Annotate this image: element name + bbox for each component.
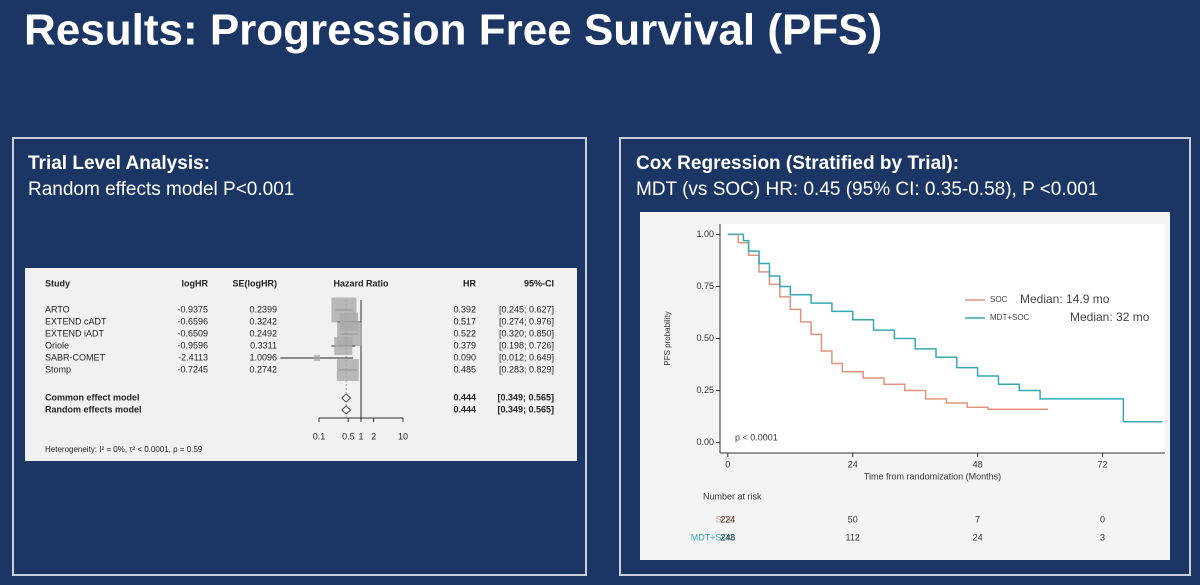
model-name: Common effect model [45, 392, 140, 402]
legend-median: Median: 14.9 mo [1020, 292, 1110, 306]
x-tick-label: 72 [1098, 459, 1108, 469]
loghr: -2.4113 [178, 352, 208, 362]
hr: 0.090 [453, 352, 476, 362]
ci: [0.320; 0.850] [499, 328, 554, 338]
ci: [0.283; 0.829] [499, 364, 554, 374]
se: 0.3311 [250, 340, 277, 350]
ci: [0.349; 0.565] [497, 404, 554, 414]
se: 0.3242 [249, 316, 277, 326]
y-tick-label: 0.50 [696, 333, 714, 343]
plot-area [720, 224, 1165, 453]
ci: [0.198; 0.726] [499, 340, 554, 350]
left-panel [12, 137, 587, 576]
tick-label: 2 [371, 431, 376, 441]
se: 0.2492 [249, 328, 277, 338]
x-tick-label: 48 [973, 459, 983, 469]
risk-count: 3 [1100, 532, 1105, 542]
hr: 0.517 [453, 316, 476, 326]
study-name: EXTEND iADT [45, 328, 105, 338]
risk-row-name: MDT+SOC [691, 532, 736, 542]
forest-plot-box [25, 268, 577, 461]
column-header: logHR [182, 278, 209, 288]
km-plot: 0.00 0.25 0.50 0.75 1.00 0 24 48 72 Time from ran… [663, 224, 1165, 542]
legend-name: MDT+SOC [990, 313, 1030, 322]
survival-curve [727, 233, 1048, 411]
hr: 0.444 [453, 404, 476, 414]
p-value: p < 0.0001 [735, 432, 778, 442]
hr: 0.485 [453, 364, 476, 374]
y-tick-label: 0.00 [696, 437, 714, 447]
hr-square [334, 336, 353, 356]
column-header: 95%-CI [524, 278, 554, 288]
risk-count: 248 [720, 532, 735, 542]
slide-title: Results: Progression Free Survival (PFS) [24, 6, 882, 55]
x-tick-label: 24 [848, 459, 858, 469]
x-axis-label: Time from randomization (Months) [864, 471, 1001, 481]
ci: [0.349; 0.565] [497, 392, 554, 402]
column-header: HR [463, 278, 476, 288]
se: 0.2742 [249, 364, 277, 374]
panel-heading: Cox Regression (Stratified by Trial): [636, 153, 959, 174]
column-header: SE(logHR) [233, 278, 278, 288]
risk-count: 112 [846, 532, 860, 542]
panel-heading: Trial Level Analysis: [28, 153, 210, 174]
risk-title: Number at risk [703, 491, 762, 501]
loghr: -0.9596 [177, 340, 208, 350]
loghr: -0.7245 [177, 364, 208, 374]
study-name: SABR-COMET [45, 352, 106, 362]
panel-subheading: Random effects model P<0.001 [28, 179, 294, 200]
se: 1.0096 [249, 352, 277, 362]
y-tick-label: 0.75 [696, 281, 714, 291]
study-name: EXTEND cADT [45, 316, 107, 326]
hr: 0.444 [453, 392, 476, 402]
forest-plot: Study logHR SE(logHR) Hazard Ratio HR 95%-CI A… [45, 278, 554, 454]
se: 0.2399 [249, 304, 277, 314]
hr: 0.392 [453, 304, 476, 314]
pooled-diamond [341, 405, 352, 415]
loghr: -0.6509 [177, 328, 208, 338]
risk-count: 0 [1100, 514, 1105, 524]
hr-square [336, 359, 359, 381]
risk-count: 224 [720, 514, 735, 524]
study-name: Oriole [45, 340, 69, 350]
x-tick-label: 0 [725, 459, 730, 469]
tick-label: 10 [398, 431, 408, 441]
loghr: -0.9375 [177, 304, 208, 314]
model-name: Random effects model [45, 404, 142, 414]
risk-count: 50 [848, 514, 858, 524]
hr-square [314, 355, 321, 361]
hr: 0.522 [453, 328, 476, 338]
y-axis-label: PFS probability [663, 311, 672, 365]
column-header: Study [45, 278, 70, 288]
survival-curve [727, 233, 1163, 423]
tick-label: 0.1 [313, 431, 326, 441]
legend-median: Median: 32 mo [1070, 310, 1150, 324]
study-name: Stomp [45, 364, 71, 374]
ci: [0.012; 0.649] [499, 352, 554, 362]
risk-count: 24 [973, 532, 983, 542]
legend-name: SOC [990, 295, 1008, 304]
loghr: -0.6596 [177, 316, 208, 326]
risk-row-name: SOC [715, 514, 735, 524]
tick-label: 1 [358, 431, 363, 441]
hr: 0.379 [453, 340, 476, 350]
ci: [0.274; 0.976] [499, 316, 554, 326]
ci: [0.245; 0.627] [499, 304, 554, 314]
y-tick-label: 0.25 [696, 385, 714, 395]
panel-subheading: MDT (vs SOC) HR: 0.45 (95% CI: 0.35-0.58… [636, 179, 1098, 200]
tick-label: 0.5 [342, 431, 355, 441]
y-tick-label: 1.00 [696, 229, 714, 239]
pooled-diamond [341, 393, 352, 403]
risk-count: 7 [975, 514, 980, 524]
study-name: ARTO [45, 304, 70, 314]
right-panel [619, 137, 1191, 576]
column-header: Hazard Ratio [333, 278, 389, 288]
heterogeneity: Heterogeneity: I² = 0%, τ² < 0.0001, p =… [45, 445, 203, 454]
